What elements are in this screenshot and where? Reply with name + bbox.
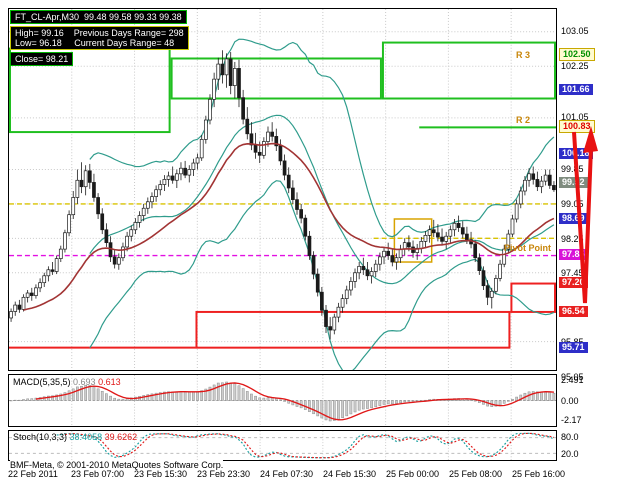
time-label: 25 Feb 08:00 (449, 469, 503, 479)
price-label-highlight: 100.83 (559, 119, 595, 133)
pivot-point-label: Pivot Point (504, 243, 551, 253)
price-label-highlight: 95.71 (559, 341, 588, 353)
price-label: 103.05 (561, 25, 589, 36)
close-info-box: Close= 98.21 (10, 52, 74, 66)
macd-scale-label: 2.491 (561, 375, 584, 385)
macd-scale-label: -2.17 (561, 415, 582, 426)
time-label: 22 Feb 2011 (8, 469, 58, 479)
price-label-highlight: 96.54 (559, 305, 588, 317)
stoch-indicator-label: Stoch(10,3,3) 38.4058 39.6262 (13, 432, 137, 442)
stoch-signal-value: 39.6262 (104, 432, 138, 442)
price-label: 101.05 (561, 112, 589, 123)
price-label-highlight: 102.50 (559, 47, 595, 61)
low-line: Low= 96.18 Current Days Range= 48 (15, 38, 175, 48)
copyright-text: BMF-Meta, © 2001-2010 MetaQuotes Softwar… (10, 460, 224, 470)
stoch-name: Stoch(10,3,3) (13, 432, 68, 442)
time-label: 25 Feb 00:00 (386, 469, 440, 479)
price-label-highlight: 97.85 (559, 248, 588, 260)
price-scale[interactable]: 103.05 102.25 101.05 99.85 99.05 98.25 97.45 95… (558, 0, 640, 480)
time-label: 23 Feb 07:00 (71, 469, 125, 479)
time-label: 23 Feb 15:30 (134, 469, 188, 479)
chart-info-overlay: FT_CL-Apr,M30 99.48 99.58 99.33 99.38 Hi… (10, 10, 189, 68)
time-label: 25 Feb 16:00 (512, 469, 566, 479)
time-label: 24 Feb 07:30 (260, 469, 314, 479)
price-label-highlight: 101.66 (559, 84, 593, 96)
price-label: 102.25 (561, 60, 589, 71)
macd-main-value: 0.693 (73, 377, 96, 387)
price-label-highlight: 99.52 (559, 176, 588, 188)
price-label-highlight: 100.18 (559, 148, 593, 160)
price-label: 95.05 (561, 372, 584, 383)
stoch-main-value: 38.4058 (69, 432, 103, 442)
macd-indicator-label: MACD(5,35,5) 0.693 0.613 (13, 377, 121, 387)
price-label: 99.05 (561, 199, 584, 209)
time-label: 23 Feb 23:30 (197, 469, 251, 479)
macd-name: MACD(5,35,5) (13, 377, 71, 387)
high-line: High= 99.16 Previous Days Range= 298 (15, 28, 184, 38)
r2-level-label: R 2 (516, 115, 531, 125)
time-label: 24 Feb 15:30 (323, 469, 377, 479)
range-info-box: High= 99.16 Previous Days Range= 298 Low… (10, 26, 189, 50)
price-label-highlight: 97.20 (559, 277, 588, 289)
main-chart[interactable] (8, 8, 557, 371)
ohlc-info-box: FT_CL-Apr,M30 99.48 99.58 99.33 99.38 (10, 10, 187, 24)
time-axis[interactable]: 22 Feb 2011 23 Feb 07:00 23 Feb 15:30 23 Fe… (0, 469, 640, 480)
stoch-scale-label: 80.0 (561, 432, 579, 443)
price-label-highlight: 98.69 (559, 212, 588, 224)
stoch-panel[interactable] (8, 430, 557, 461)
price-label: 98.25 (561, 233, 584, 244)
macd-panel[interactable] (8, 374, 557, 427)
macd-signal-value: 0.613 (98, 377, 121, 387)
price-label: 99.85 (561, 164, 584, 175)
r3-level-label: R 3 (516, 50, 531, 60)
stoch-scale-label: 20.0 (561, 448, 579, 459)
macd-scale-label: 0.00 (561, 395, 579, 406)
